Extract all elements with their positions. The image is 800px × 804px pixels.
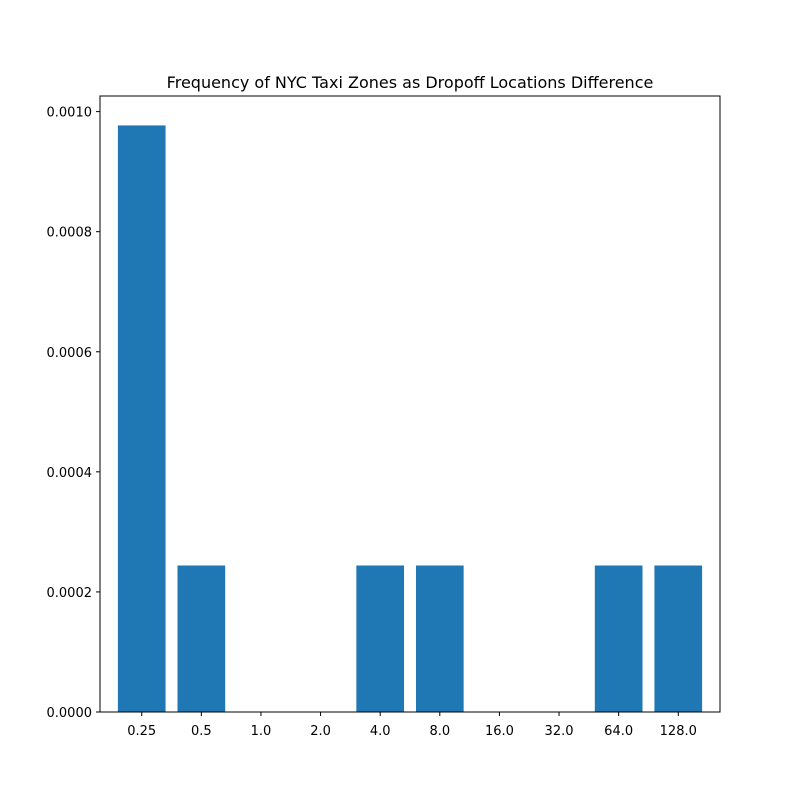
x-tick-label: 64.0	[604, 724, 633, 739]
bar	[117, 125, 166, 713]
bar	[654, 565, 703, 712]
x-tick-label: 32.0	[545, 724, 574, 739]
plot-frame	[99, 95, 721, 713]
y-tick-label: 0.0002	[47, 586, 93, 601]
bars-layer	[117, 125, 703, 713]
chart-title: Frequency of NYC Taxi Zones as Dropoff L…	[167, 73, 654, 92]
bar	[415, 565, 464, 712]
y-tick-label: 0.0006	[47, 346, 93, 361]
bar	[356, 565, 405, 712]
y-tick-label: 0.0000	[47, 706, 93, 721]
y-axis: 0.0000 0.0002 0.0004 0.0006 0.0008 0.0010	[47, 106, 100, 721]
x-tick-label: 4.0	[370, 724, 391, 739]
y-tick-label: 0.0010	[47, 106, 93, 121]
bar	[177, 565, 226, 712]
x-tick-label: 16.0	[485, 724, 514, 739]
bar	[594, 565, 643, 712]
x-tick-label: 128.0	[660, 724, 697, 739]
x-tick-label: 0.5	[191, 724, 212, 739]
y-tick-label: 0.0008	[47, 226, 93, 241]
x-tick-label: 0.25	[127, 724, 156, 739]
x-tick-label: 8.0	[429, 724, 450, 739]
x-tick-label: 1.0	[251, 724, 272, 739]
x-tick-label: 2.0	[310, 724, 331, 739]
y-tick-label: 0.0004	[47, 466, 93, 481]
x-axis: 0.25 0.5 1.0 2.0 4.0 8.0 16.0 32.0 64.0 128.0	[127, 712, 697, 739]
